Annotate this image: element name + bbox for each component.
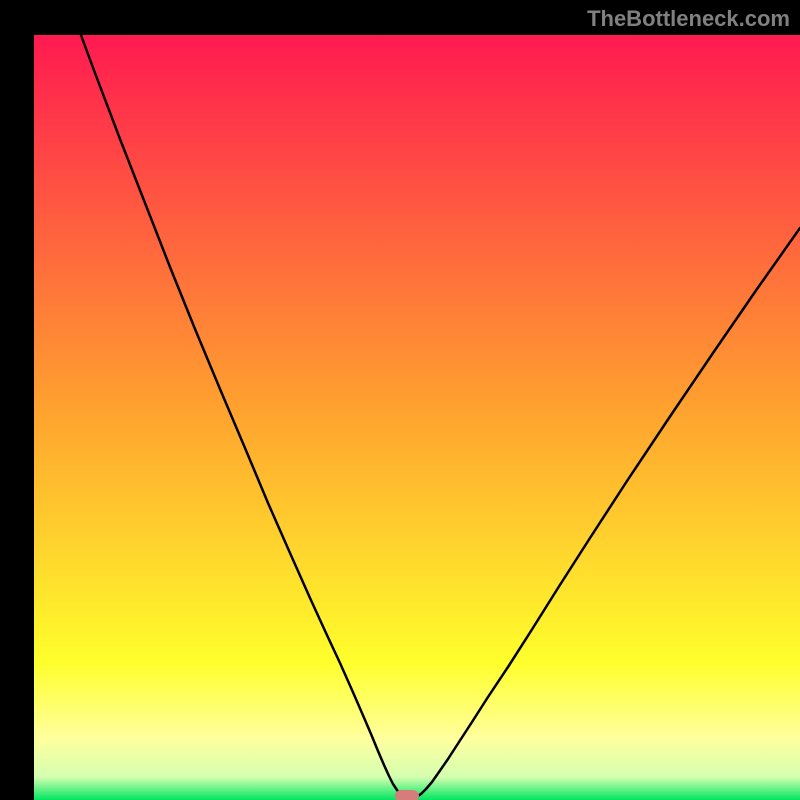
minimum-marker	[395, 790, 419, 800]
curve-layer	[0, 0, 800, 800]
chart-container: TheBottleneck.com	[0, 0, 800, 800]
bottleneck-curve	[71, 8, 800, 799]
watermark-text: TheBottleneck.com	[587, 6, 790, 32]
